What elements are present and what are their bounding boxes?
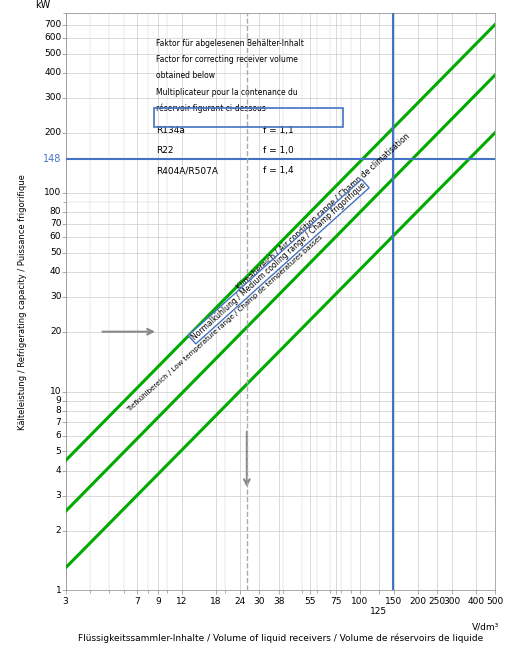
Text: 18: 18: [210, 598, 222, 606]
Text: 500: 500: [44, 49, 62, 58]
Text: f = 1,1: f = 1,1: [263, 126, 294, 134]
Text: réservoir figurant ci-dessous: réservoir figurant ci-dessous: [156, 104, 266, 113]
Text: Faktor für abgelesenen Behälter-Inhalt: Faktor für abgelesenen Behälter-Inhalt: [156, 39, 304, 48]
Text: 3: 3: [56, 491, 62, 500]
Text: 400: 400: [44, 68, 62, 77]
Text: 200: 200: [44, 129, 62, 137]
Text: 148: 148: [43, 154, 62, 164]
Text: 7: 7: [134, 598, 139, 606]
Text: kW: kW: [35, 0, 51, 10]
Text: 50: 50: [50, 248, 62, 257]
Text: 5: 5: [56, 447, 62, 456]
Text: R404A/R507A: R404A/R507A: [156, 166, 218, 175]
Text: 300: 300: [443, 598, 461, 606]
Text: 60: 60: [50, 232, 62, 241]
Text: 38: 38: [273, 598, 284, 606]
Text: 500: 500: [486, 598, 503, 606]
Text: 30: 30: [50, 292, 62, 301]
Text: 1: 1: [56, 586, 62, 595]
Text: f = 1,4: f = 1,4: [263, 166, 294, 175]
Text: 10: 10: [50, 387, 62, 396]
Text: 55: 55: [304, 598, 316, 606]
Text: 150: 150: [385, 598, 402, 606]
Text: Klimabereich / Air condition range / Champ de climatisation: Klimabereich / Air condition range / Cha…: [235, 132, 412, 292]
Text: 24: 24: [234, 598, 246, 606]
Text: 2: 2: [56, 526, 62, 535]
Text: 30: 30: [253, 598, 265, 606]
Text: V/dm³: V/dm³: [472, 622, 499, 631]
Text: 700: 700: [44, 20, 62, 29]
Text: R22: R22: [156, 146, 173, 155]
Text: 250: 250: [428, 598, 445, 606]
Text: 600: 600: [44, 33, 62, 43]
Text: f = 1,0: f = 1,0: [263, 146, 294, 155]
Text: Tiefkühlbereich / Low temperature range / Champ de températures basses: Tiefkühlbereich / Low temperature range …: [126, 234, 324, 413]
Text: Multiplicateur pour la contenance du: Multiplicateur pour la contenance du: [156, 88, 297, 96]
Text: Kälteleistung / Refrigerating capacity / Puissance frigorifique: Kälteleistung / Refrigerating capacity /…: [18, 174, 27, 430]
Text: 7: 7: [56, 418, 62, 427]
Text: 300: 300: [44, 93, 62, 102]
Text: 40: 40: [50, 268, 62, 276]
Text: Normalkühlung / Medium cooling range / Champ frigorifique: Normalkühlung / Medium cooling range / C…: [190, 181, 368, 342]
Text: 8: 8: [56, 406, 62, 415]
Text: 3: 3: [63, 598, 69, 606]
Text: 100: 100: [44, 188, 62, 197]
Text: 12: 12: [176, 598, 188, 606]
Text: 9: 9: [56, 396, 62, 405]
Text: Factor for correcting receiver volume: Factor for correcting receiver volume: [156, 55, 297, 64]
Text: 400: 400: [468, 598, 485, 606]
Text: 200: 200: [410, 598, 427, 606]
Text: 100: 100: [351, 598, 369, 606]
Text: 80: 80: [50, 207, 62, 216]
Text: 20: 20: [50, 327, 62, 336]
Text: 75: 75: [330, 598, 341, 606]
Text: 4: 4: [56, 466, 62, 475]
Text: 125: 125: [370, 607, 387, 615]
Text: obtained below: obtained below: [156, 72, 215, 81]
Text: 6: 6: [56, 431, 62, 440]
Text: R134a: R134a: [156, 126, 185, 134]
Text: Flüssigkeitssammler-Inhalte / Volume of liquid receivers / Volume de réservoirs : Flüssigkeitssammler-Inhalte / Volume of …: [78, 634, 483, 643]
Text: 70: 70: [50, 219, 62, 228]
Text: 9: 9: [155, 598, 161, 606]
